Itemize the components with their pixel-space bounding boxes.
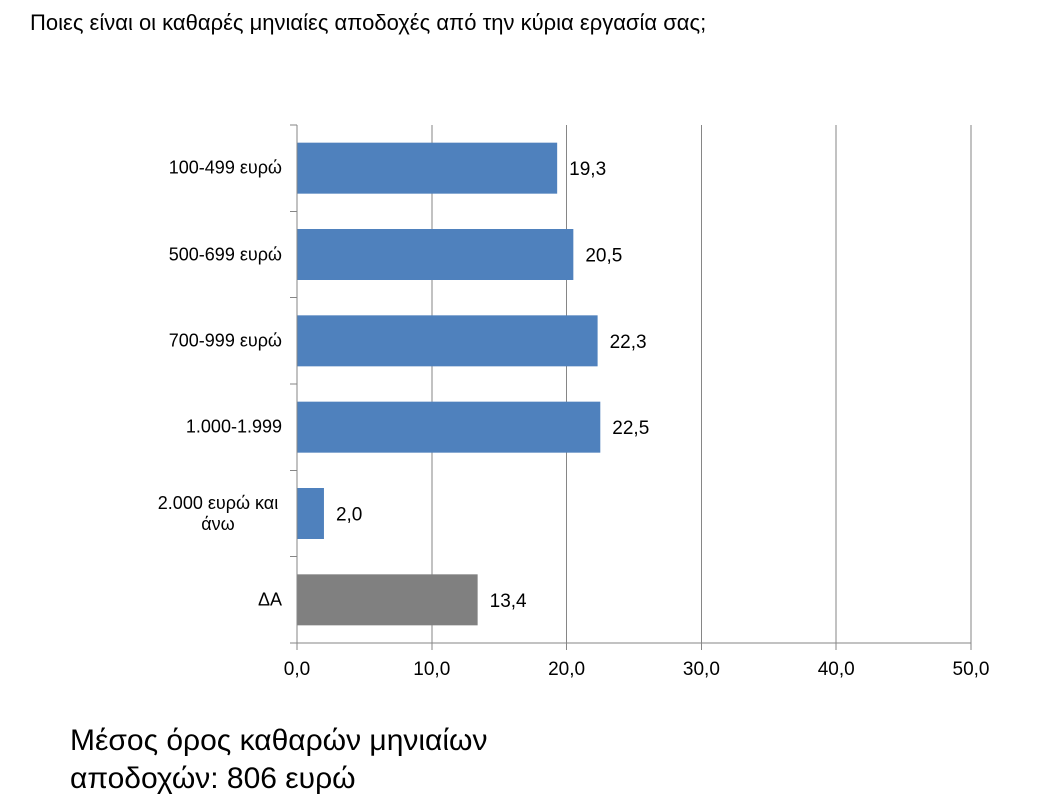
bar-2 xyxy=(297,229,574,280)
x-tick-label-2: 10,0 xyxy=(413,659,450,680)
page-title: Ποιες είναι οι καθαρές μηνιαίες αποδοχές… xyxy=(30,10,707,35)
category-label-2: 500-699 ευρώ xyxy=(168,244,282,264)
category-label-5: 2.000 ευρώ και άνω xyxy=(157,492,279,534)
chart-plot-area: 0,0 10,0 20,0 30,0 40,0 50,0 19,3 20,5 22,3 22,5 2… xyxy=(284,124,990,680)
category-label-6: ΔΑ xyxy=(257,589,282,610)
category-label-3: 700-999 ευρώ xyxy=(168,330,282,351)
data-label-1: 19,3 xyxy=(569,159,606,180)
x-tick-label-4: 30,0 xyxy=(683,659,720,680)
bar-chart: 0,0 10,0 20,0 30,0 40,0 50,0 19,3 20,5 22,3 22,5 2… xyxy=(157,124,990,680)
bar-4 xyxy=(297,401,601,453)
category-label-1: 100-499 ευρώ xyxy=(168,157,282,178)
data-label-3: 22,3 xyxy=(610,332,647,353)
x-tick-label-5: 40,0 xyxy=(818,659,855,680)
category-label-4: 1.000-1.999 xyxy=(185,416,282,437)
bar-5 xyxy=(297,488,324,539)
x-tick-label-3: 20,0 xyxy=(548,659,585,680)
bar-3 xyxy=(297,315,598,367)
x-tick-label-6: 50,0 xyxy=(953,659,990,680)
data-label-2: 20,5 xyxy=(585,246,622,267)
note-line-2: αποδοχών: 806 ευρώ xyxy=(70,762,356,795)
average-income-note: Μέσος όρος καθαρών μηνιαίων αποδοχών: 80… xyxy=(70,722,487,798)
bar-6 xyxy=(297,574,478,626)
data-label-6: 13,4 xyxy=(490,591,527,612)
x-tick-label-1: 0,0 xyxy=(284,659,310,680)
bar-1 xyxy=(297,142,558,194)
note-line-1: Μέσος όρος καθαρών μηνιαίων xyxy=(70,724,488,757)
data-label-4: 22,5 xyxy=(612,418,649,439)
data-label-5: 2,0 xyxy=(336,505,362,526)
